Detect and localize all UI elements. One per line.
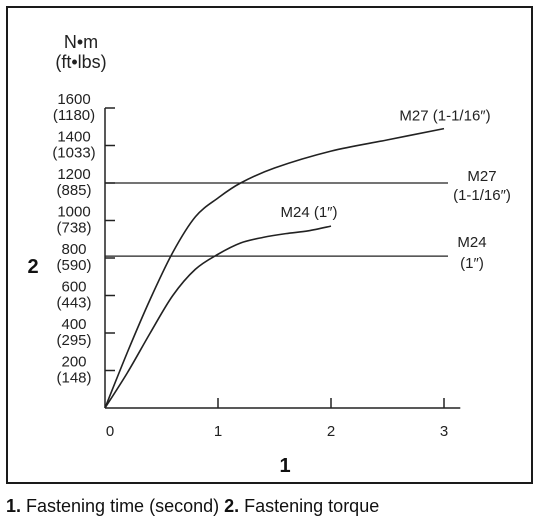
figure-caption: 1. Fastening time (second) 2. Fastening … <box>6 496 379 517</box>
y-tick-label: 1600 <box>57 91 90 108</box>
y-unit-sublabel: (ft•lbs) <box>55 52 106 72</box>
x-tick-label: 0 <box>106 423 114 440</box>
caption-number-2: 2. <box>224 496 240 516</box>
y-tick-sublabel: (1033) <box>52 145 95 162</box>
y-tick-label: 800 <box>61 241 86 258</box>
y-tick-label: 200 <box>61 354 86 371</box>
x-tick-label: 3 <box>440 423 448 440</box>
y-tick-label: 1200 <box>57 166 90 183</box>
caption-text-1: Fastening time (second) <box>21 496 225 516</box>
y-tick-label: 400 <box>61 316 86 333</box>
caption-number-1: 1. <box>6 496 22 516</box>
series-line-m27 <box>104 127 445 409</box>
reference-sublabel: (1-1/16″) <box>453 187 511 204</box>
series-label-m24: M24 (1″) <box>281 204 338 221</box>
y-tick-sublabel: (590) <box>56 257 91 274</box>
reference-sublabel: (1″) <box>460 255 484 272</box>
y-tick-label: 600 <box>61 279 86 296</box>
series-label-m27: M27 (1-1/16″) <box>399 108 490 125</box>
y-tick-label: 1000 <box>57 204 90 221</box>
chart-frame <box>6 6 533 484</box>
x-tick-label: 2 <box>327 423 335 440</box>
x-axis-label: 1 <box>279 455 290 477</box>
y-tick-sublabel: (295) <box>56 332 91 349</box>
y-tick-sublabel: (148) <box>56 370 91 387</box>
axes <box>104 107 461 409</box>
reference-lines <box>105 182 448 257</box>
x-tick-label: 1 <box>214 423 222 440</box>
reference-label: M27 <box>467 168 496 185</box>
series-curves <box>104 127 445 409</box>
y-axis-label: 2 <box>27 256 38 278</box>
y-unit-label: N•m <box>64 32 98 52</box>
y-tick-sublabel: (1180) <box>53 107 95 124</box>
reference-label: M24 <box>457 234 486 251</box>
series-line-m24 <box>104 225 332 409</box>
y-tick-sublabel: (738) <box>56 220 91 237</box>
y-tick-sublabel: (443) <box>56 295 91 312</box>
y-tick-label: 1400 <box>57 129 90 146</box>
chart-labels: 200(148) 400(295) 600(443) 800(590) 1000(738… <box>27 32 510 477</box>
caption-text-2: Fastening torque <box>239 496 380 516</box>
y-tick-sublabel: (885) <box>56 182 91 199</box>
